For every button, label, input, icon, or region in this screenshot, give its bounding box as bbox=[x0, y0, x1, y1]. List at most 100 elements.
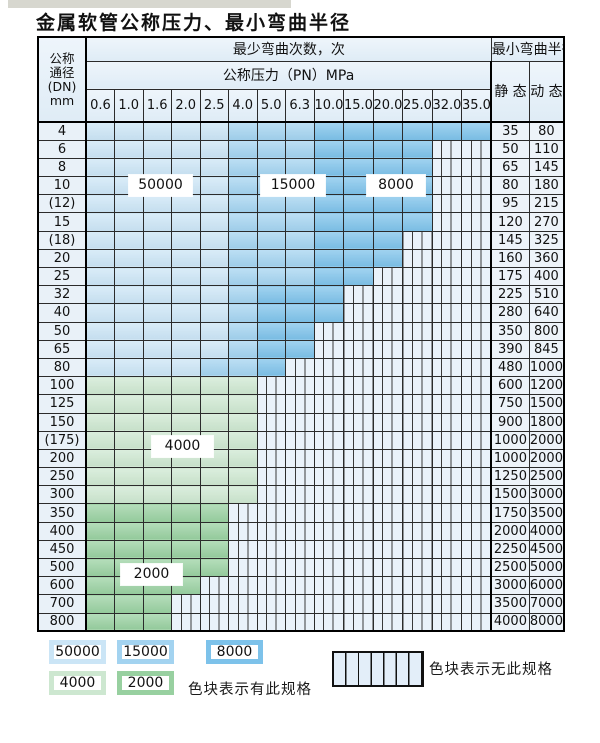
pressure-cell bbox=[199, 139, 229, 159]
pressure-cell bbox=[199, 321, 229, 341]
no-spec-cell bbox=[313, 339, 344, 359]
static-radius-cell: 160 bbox=[490, 248, 530, 269]
no-spec-cell bbox=[372, 339, 403, 359]
pressure-cell bbox=[343, 212, 374, 232]
pressure-cell bbox=[114, 248, 144, 269]
static-radius-cell: 390 bbox=[490, 339, 530, 359]
static-radius-cell: 480 bbox=[490, 357, 530, 378]
no-spec-cell bbox=[402, 412, 433, 432]
no-spec-cell bbox=[431, 467, 462, 487]
pressure-cell bbox=[142, 285, 172, 305]
pressure-cell bbox=[256, 157, 286, 178]
pressure-cell bbox=[285, 194, 315, 214]
pressure-cell bbox=[372, 121, 403, 141]
dn-cell: 8 bbox=[37, 157, 87, 178]
dn-cell: 250 bbox=[37, 467, 87, 487]
pressure-cell bbox=[372, 248, 403, 269]
pressure-cell bbox=[343, 266, 374, 287]
pressure-cell bbox=[114, 503, 144, 523]
pressure-cell bbox=[285, 339, 315, 359]
pressure-value-header: 35.0 bbox=[461, 88, 493, 123]
dynamic-radius-cell: 80 bbox=[528, 121, 565, 141]
no-spec-cell bbox=[402, 485, 433, 505]
pressure-cell bbox=[114, 521, 144, 541]
no-spec-cell bbox=[431, 194, 462, 214]
pressure-cell bbox=[402, 121, 433, 141]
pressure-cell bbox=[171, 194, 201, 214]
pressure-cell bbox=[199, 539, 229, 560]
static-radius-cell: 175 bbox=[490, 266, 530, 287]
pressure-cell bbox=[142, 485, 172, 505]
dynamic-radius-cell: 3500 bbox=[528, 503, 565, 523]
table-row: 6 50 110 bbox=[37, 139, 565, 159]
no-spec-cell bbox=[343, 430, 374, 450]
dynamic-radius-cell: 1800 bbox=[528, 412, 565, 432]
no-spec-cell bbox=[313, 594, 344, 614]
no-spec-cell bbox=[372, 576, 403, 596]
pressure-cell bbox=[171, 139, 201, 159]
no-spec-cell bbox=[285, 576, 315, 596]
no-spec-cell bbox=[313, 376, 344, 396]
pressure-cell bbox=[199, 230, 229, 250]
pressure-cell bbox=[228, 194, 258, 214]
dn-cell: 600 bbox=[37, 576, 87, 596]
pressure-cell bbox=[313, 303, 344, 323]
pressure-cell bbox=[199, 285, 229, 305]
dn-cell: 32 bbox=[37, 285, 87, 305]
pressure-cell bbox=[85, 121, 115, 141]
dn-cell: 100 bbox=[37, 376, 87, 396]
dynamic-radius-cell: 400 bbox=[528, 266, 565, 287]
no-spec-cell bbox=[461, 139, 493, 159]
pressure-cell bbox=[285, 212, 315, 232]
no-spec-cell bbox=[256, 539, 286, 560]
table-row: 600 3000 6000 bbox=[37, 576, 565, 596]
pressure-cell bbox=[228, 412, 258, 432]
pressure-cell bbox=[313, 248, 344, 269]
no-spec-cell bbox=[402, 376, 433, 396]
pressure-cell bbox=[256, 139, 286, 159]
no-spec-cell bbox=[228, 521, 258, 541]
no-spec-cell bbox=[313, 557, 344, 578]
no-spec-cell bbox=[343, 467, 374, 487]
pressure-cell bbox=[85, 157, 115, 178]
pressure-cell bbox=[85, 594, 115, 614]
dn-cell: 40 bbox=[37, 303, 87, 323]
pressure-cell bbox=[114, 266, 144, 287]
pressure-cell bbox=[199, 521, 229, 541]
pressure-cell bbox=[85, 248, 115, 269]
static-radius-cell: 2500 bbox=[490, 557, 530, 578]
pressure-cell bbox=[313, 194, 344, 214]
no-spec-cell bbox=[256, 557, 286, 578]
pressure-cell bbox=[114, 285, 144, 305]
no-spec-cell bbox=[431, 176, 462, 196]
dynamic-radius-cell: 4500 bbox=[528, 539, 565, 560]
pressure-cell bbox=[402, 212, 433, 232]
pressure-cell bbox=[372, 139, 403, 159]
pressure-cell bbox=[142, 394, 172, 414]
static-radius-cell: 600 bbox=[490, 376, 530, 396]
pressure-cell bbox=[228, 121, 258, 141]
pressure-cell bbox=[228, 212, 258, 232]
pressure-cell bbox=[256, 357, 286, 378]
no-spec-cell bbox=[461, 430, 493, 450]
pressure-cell bbox=[228, 266, 258, 287]
pressure-cell bbox=[372, 157, 403, 178]
no-spec-cell bbox=[313, 521, 344, 541]
no-spec-cell bbox=[372, 557, 403, 578]
no-spec-cell bbox=[313, 612, 344, 632]
pressure-cell bbox=[372, 230, 403, 250]
pressure-cell bbox=[85, 485, 115, 505]
no-spec-cell bbox=[199, 576, 229, 596]
no-spec-cell bbox=[256, 376, 286, 396]
no-spec-cell bbox=[228, 503, 258, 523]
static-radius-cell: 3000 bbox=[490, 576, 530, 596]
pressure-cell bbox=[372, 212, 403, 232]
static-radius-cell: 900 bbox=[490, 412, 530, 432]
pressure-cell bbox=[142, 521, 172, 541]
pressure-cell bbox=[228, 321, 258, 341]
no-spec-cell bbox=[256, 594, 286, 614]
pressure-cell bbox=[228, 448, 258, 469]
static-radius-cell: 1500 bbox=[490, 485, 530, 505]
dn-cell: 10 bbox=[37, 176, 87, 196]
no-spec-cell bbox=[461, 339, 493, 359]
